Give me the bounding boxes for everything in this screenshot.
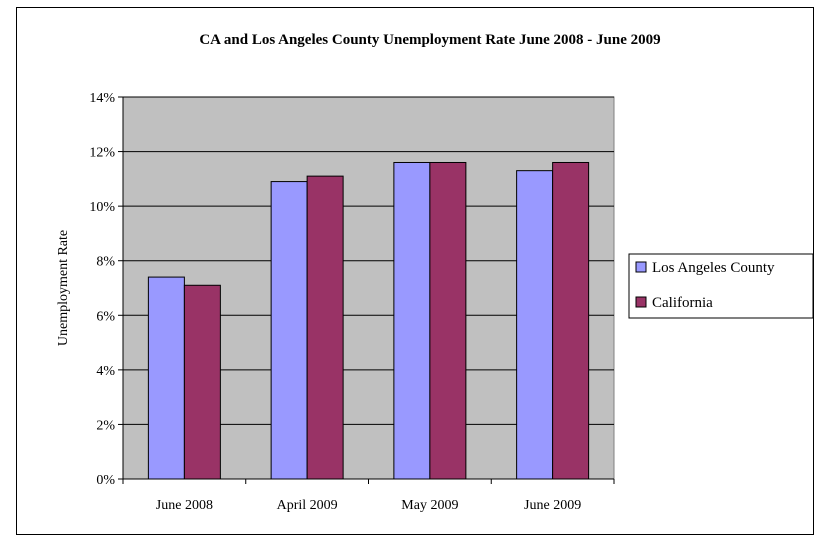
y-tick-label: 0%: [96, 473, 115, 488]
bar-california: [429, 161, 467, 480]
legend: Los Angeles County California: [628, 253, 814, 319]
bars: [147, 161, 590, 480]
legend-box: [628, 253, 814, 319]
y-tick-label: 14%: [89, 91, 115, 106]
x-tick-label: May 2009: [401, 498, 458, 513]
bar-california: [183, 284, 221, 480]
legend-swatch-los-angeles-county: [635, 261, 647, 273]
y-tick-label: 6%: [96, 309, 115, 324]
y-tick-label: 4%: [96, 364, 115, 379]
y-tick-label: 10%: [89, 200, 115, 215]
legend-label-los-angeles-county: Los Angeles County: [652, 260, 775, 276]
bar-los-angeles-county: [147, 276, 185, 480]
y-axis-ticks: 0% 2% 4% 6% 8% 10% 12% 14%: [89, 91, 123, 488]
x-tick-label: April 2009: [277, 498, 338, 513]
x-tick-label: June 2008: [156, 498, 213, 513]
legend-swatch-california: [635, 296, 647, 308]
bar-california: [552, 161, 590, 480]
bar-los-angeles-county: [270, 181, 308, 480]
bar-california: [306, 175, 344, 480]
x-axis-ticks: June 2008 April 2009 May 2009 June 2009: [122, 479, 615, 513]
y-axis-label: Unemployment Rate: [56, 230, 71, 346]
chart-title: CA and Los Angeles County Unemployment R…: [199, 32, 660, 48]
x-tick-label: June 2009: [524, 498, 581, 513]
bar-los-angeles-county: [516, 170, 554, 480]
y-tick-label: 2%: [96, 418, 115, 433]
bar-los-angeles-county: [393, 161, 431, 480]
y-tick-label: 8%: [96, 255, 115, 270]
legend-label-california: California: [652, 295, 713, 311]
y-tick-label: 12%: [89, 146, 115, 161]
